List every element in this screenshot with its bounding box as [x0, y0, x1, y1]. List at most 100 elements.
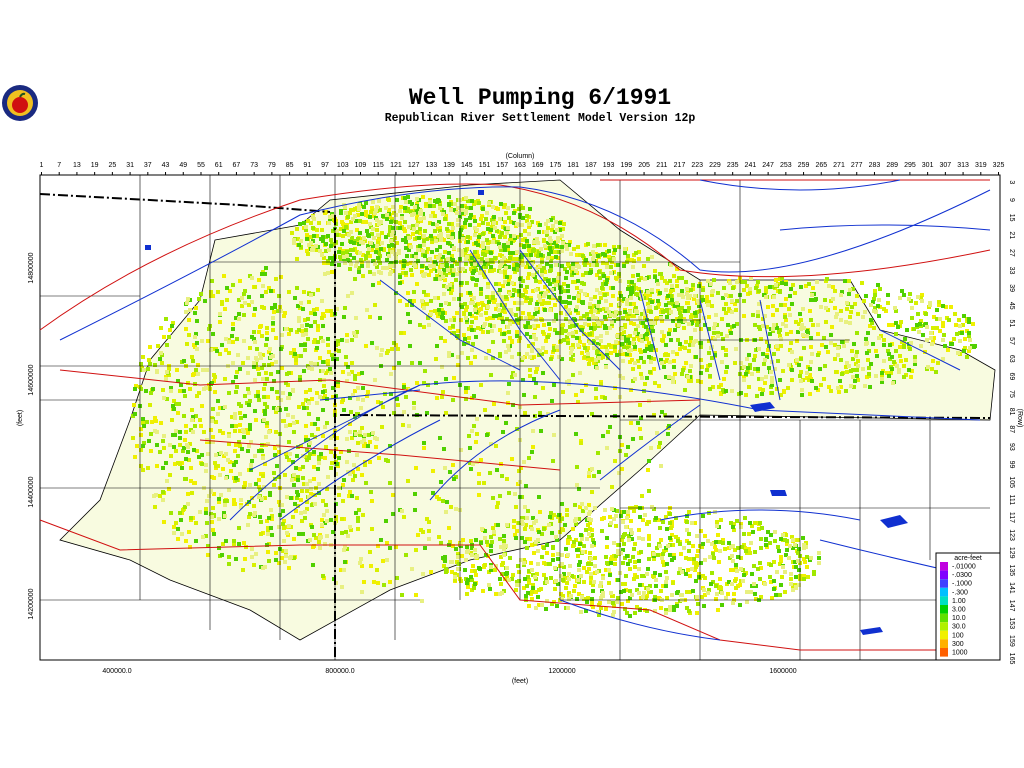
row-tick-label: 51 [1008, 320, 1015, 328]
row-axis-label: (Row) [1016, 409, 1023, 428]
column-tick-label: 31 [126, 162, 134, 169]
row-tick-label: 9 [1008, 198, 1015, 202]
y-feet-label: 14200000 [28, 588, 35, 619]
row-tick-label: 105 [1008, 476, 1015, 488]
row-tick-label: 153 [1008, 617, 1015, 629]
legend-label: 3.00 [952, 607, 966, 614]
map-area [39, 174, 1001, 661]
row-tick-label: 147 [1008, 600, 1015, 612]
column-tick-label: 319 [975, 162, 987, 169]
x-feet-label: 1600000 [769, 668, 796, 675]
x-feet-label: 800000.0 [325, 668, 354, 675]
row-tick-label: 141 [1008, 582, 1015, 594]
row-tick-label: 33 [1008, 267, 1015, 275]
legend-swatch [940, 596, 948, 605]
legend-title: acre-feet [954, 555, 982, 562]
column-tick-label: 133 [426, 162, 438, 169]
column-tick-label: 91 [303, 162, 311, 169]
column-tick-label: 19 [91, 162, 99, 169]
legend-swatch [940, 562, 948, 571]
title: Well Pumping 6/1991 [409, 85, 671, 111]
row-tick-label: 21 [1008, 231, 1015, 239]
y-feet-label: 14400000 [28, 476, 35, 507]
column-tick-label: 97 [321, 162, 329, 169]
column-tick-label: 181 [567, 162, 579, 169]
row-tick-label: 15 [1008, 214, 1015, 222]
column-tick-label: 307 [940, 162, 952, 169]
column-tick-label: 139 [443, 162, 455, 169]
column-tick-label: 43 [162, 162, 170, 169]
row-tick-label: 39 [1008, 284, 1015, 292]
column-tick-label: 247 [762, 162, 774, 169]
row-tick-label: 45 [1008, 302, 1015, 310]
column-tick-label: 163 [514, 162, 526, 169]
row-tick-label: 75 [1008, 390, 1015, 398]
row-tick-label: 27 [1008, 249, 1015, 257]
legend-swatch [940, 587, 948, 597]
logo [2, 85, 38, 121]
legend-swatch [940, 570, 948, 580]
column-tick-label: 169 [532, 162, 544, 169]
column-tick-label: 79 [268, 162, 276, 169]
column-tick-label: 205 [638, 162, 650, 169]
column-tick-label: 295 [904, 162, 916, 169]
column-tick-label: 55 [197, 162, 205, 169]
column-tick-label: 229 [709, 162, 721, 169]
column-tick-label: 109 [355, 162, 367, 169]
legend: acre-feet -.01000-.0300 -.1000-.300 1.00 3.… [935, 552, 1001, 661]
row-tick-label: 99 [1008, 461, 1015, 469]
column-tick-label: 37 [144, 162, 152, 169]
column-tick-label: 1 [40, 162, 44, 169]
column-tick-label: 25 [108, 162, 116, 169]
row-tick-label: 135 [1008, 565, 1015, 577]
pumping-cells [131, 196, 969, 615]
row-tick-label: 129 [1008, 547, 1015, 559]
legend-swatch [940, 605, 948, 614]
column-tick-label: 115 [373, 162, 384, 169]
row-tick-label: 87 [1008, 425, 1015, 433]
column-tick-label: 241 [745, 162, 757, 169]
y-feet-label: 14800000 [28, 252, 35, 283]
row-tick-label: 117 [1008, 512, 1015, 523]
column-tick-label: 85 [286, 162, 294, 169]
legend-label: -.1000 [952, 581, 972, 588]
legend-label: 300 [952, 641, 964, 648]
column-tick-label: 217 [674, 162, 686, 169]
column-tick-label: 121 [390, 162, 402, 169]
column-tick-label: 223 [691, 162, 703, 169]
legend-label: -.300 [952, 589, 968, 596]
legend-label: 100 [952, 632, 964, 639]
column-tick-label: 277 [851, 162, 863, 169]
legend-swatch [940, 613, 948, 623]
pumping-cells [131, 198, 971, 617]
pumping-cells [133, 195, 977, 618]
left-axis-label: (feet) [17, 410, 24, 426]
row-tick-label: 69 [1008, 372, 1015, 380]
legend-label: 30.0 [952, 624, 966, 631]
column-tick-label: 265 [815, 162, 827, 169]
row-tick-label: 93 [1008, 443, 1015, 451]
bottom-axis-label: (feet) [512, 678, 528, 685]
x-feet-label: 1200000 [548, 668, 575, 675]
column-tick-label: 235 [727, 162, 739, 169]
column-tick-label: 301 [922, 162, 934, 169]
column-tick-label: 283 [869, 162, 881, 169]
legend-swatch [940, 648, 948, 657]
column-tick-label: 187 [585, 162, 597, 169]
column-tick-label: 193 [603, 162, 615, 169]
legend-label: 1000 [952, 650, 968, 657]
column-tick-label: 151 [479, 162, 491, 169]
legend-swatch [940, 579, 948, 588]
column-tick-label: 13 [73, 162, 81, 169]
legend-label: -.01000 [952, 564, 976, 571]
column-tick-label: 253 [780, 162, 792, 169]
legend-swatch [940, 639, 948, 648]
column-tick-label: 127 [408, 162, 420, 169]
column-tick-label: 259 [798, 162, 810, 169]
column-tick-label: 313 [957, 162, 969, 169]
row-tick-label: 81 [1008, 408, 1015, 416]
column-tick-label: 175 [550, 162, 562, 169]
subtitle: Republican River Settlement Model Versio… [385, 112, 696, 125]
legend-swatch [940, 622, 948, 631]
